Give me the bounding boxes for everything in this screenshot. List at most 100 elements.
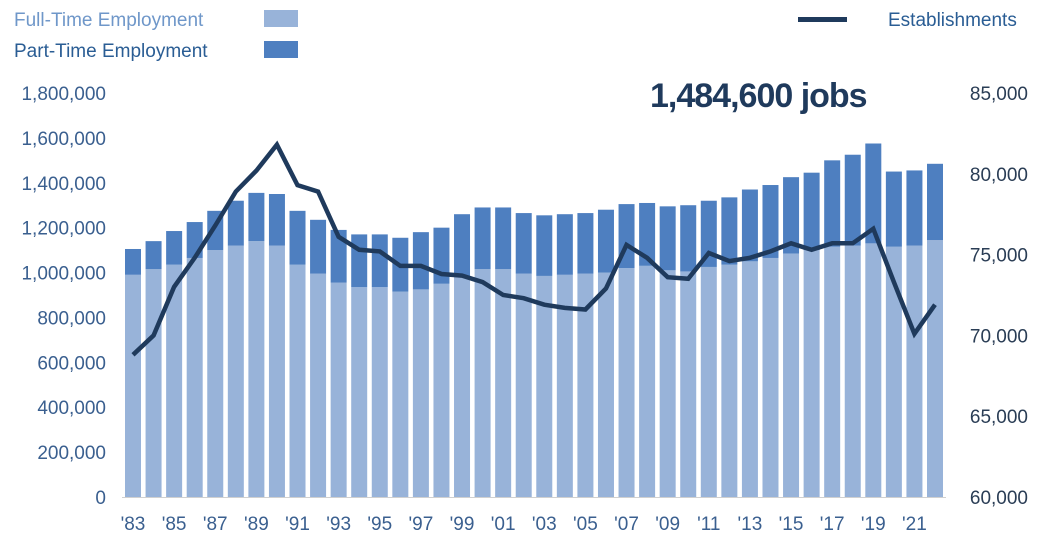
x-axis-tick-label: '89 bbox=[244, 514, 269, 535]
part-time-bar bbox=[454, 214, 471, 276]
part-time-bar bbox=[577, 213, 594, 274]
part-time-bar bbox=[659, 206, 676, 271]
full-time-bar bbox=[885, 246, 902, 497]
right-axis-tick-label: 80,000 bbox=[970, 165, 1028, 186]
full-time-bar bbox=[310, 273, 327, 497]
part-time-bar bbox=[906, 170, 923, 246]
full-time-bar bbox=[597, 272, 614, 497]
part-time-bar bbox=[310, 219, 327, 274]
full-time-bar bbox=[783, 253, 800, 497]
part-time-bar bbox=[289, 210, 306, 265]
part-time-bar bbox=[762, 185, 779, 258]
part-time-bar bbox=[412, 232, 429, 290]
full-time-bar bbox=[556, 274, 573, 497]
x-axis-tick-label: '93 bbox=[326, 514, 351, 535]
full-time-bar bbox=[330, 282, 347, 497]
full-time-bar bbox=[454, 275, 471, 497]
right-axis-tick-label: 85,000 bbox=[970, 84, 1028, 105]
full-time-bar bbox=[659, 270, 676, 497]
x-axis-tick-label: '13 bbox=[738, 514, 763, 535]
full-time-bar bbox=[515, 273, 532, 497]
x-axis-tick-label: '19 bbox=[861, 514, 886, 535]
part-time-bar bbox=[371, 234, 388, 288]
x-axis-tick-label: '17 bbox=[820, 514, 845, 535]
part-time-bar bbox=[783, 177, 800, 254]
part-time-bar bbox=[536, 215, 553, 276]
full-time-bar bbox=[741, 261, 758, 497]
full-time-bar bbox=[844, 245, 861, 497]
full-time-bar bbox=[186, 257, 203, 497]
x-axis-tick-label: '99 bbox=[450, 514, 475, 535]
part-time-bar bbox=[330, 229, 347, 283]
full-time-bar bbox=[392, 291, 409, 497]
x-axis-tick-label: '21 bbox=[902, 514, 927, 535]
full-time-bar bbox=[268, 245, 285, 497]
legend-part-time-swatch bbox=[264, 41, 298, 58]
x-axis-tick-label: '01 bbox=[491, 514, 516, 535]
legend-establishments-label: Establishments bbox=[888, 10, 1017, 31]
part-time-bar bbox=[865, 143, 882, 244]
full-time-bar bbox=[495, 269, 512, 497]
full-time-bar bbox=[803, 250, 820, 497]
part-time-bar bbox=[515, 213, 532, 274]
part-time-bar bbox=[721, 197, 738, 265]
right-axis-tick-label: 60,000 bbox=[970, 488, 1028, 509]
part-time-bar bbox=[741, 189, 758, 262]
left-axis-tick-label: 400,000 bbox=[37, 398, 106, 419]
full-time-bar bbox=[577, 273, 594, 497]
part-time-bar bbox=[680, 205, 697, 272]
full-time-bar bbox=[762, 257, 779, 497]
full-time-bar bbox=[125, 274, 141, 497]
part-time-bar bbox=[433, 227, 450, 284]
left-axis-tick-label: 800,000 bbox=[37, 308, 106, 329]
full-time-bar bbox=[166, 264, 183, 497]
legend-part-time-label: Part-Time Employment bbox=[14, 41, 208, 62]
full-time-bar bbox=[721, 264, 738, 497]
legend-establishments-swatch bbox=[798, 17, 847, 22]
x-axis-tick-label: '11 bbox=[697, 514, 720, 535]
establishments-line-layer bbox=[131, 140, 937, 357]
full-time-bar bbox=[289, 264, 306, 497]
full-time-bar bbox=[927, 240, 943, 497]
full-time-bar bbox=[865, 243, 882, 497]
x-axis-tick-label: '97 bbox=[409, 514, 434, 535]
left-axis-tick-label: 1,000,000 bbox=[21, 264, 106, 285]
x-axis-tick-label: '91 bbox=[285, 514, 310, 535]
part-time-bar bbox=[803, 172, 820, 251]
full-time-bar bbox=[474, 269, 491, 497]
part-time-bar bbox=[885, 171, 902, 247]
part-time-bar bbox=[268, 194, 285, 246]
left-axis-tick-label: 1,800,000 bbox=[21, 84, 106, 105]
full-time-bar bbox=[906, 245, 923, 497]
part-time-bar bbox=[556, 214, 573, 275]
part-time-bar bbox=[700, 200, 717, 267]
full-time-bar bbox=[207, 250, 224, 497]
part-time-bar bbox=[145, 241, 162, 270]
full-time-bar bbox=[824, 246, 841, 497]
full-time-bar bbox=[351, 287, 368, 497]
right-axis-tick-label: 65,000 bbox=[970, 407, 1028, 428]
part-time-bar bbox=[495, 207, 512, 270]
full-time-bar bbox=[536, 275, 553, 497]
right-axis-tick-label: 75,000 bbox=[970, 246, 1028, 267]
full-time-bar bbox=[227, 245, 244, 497]
x-axis-tick-label: '07 bbox=[614, 514, 639, 535]
left-axis-tick-label: 1,600,000 bbox=[21, 129, 106, 150]
full-time-bar bbox=[145, 269, 162, 497]
left-axis-tick-label: 0 bbox=[95, 488, 106, 509]
x-axis-tick-label: '09 bbox=[655, 514, 680, 535]
part-time-bar bbox=[927, 163, 943, 241]
part-time-bar bbox=[474, 207, 491, 270]
x-axis-tick-label: '83 bbox=[121, 514, 146, 535]
x-axis-tick-label: '05 bbox=[573, 514, 598, 535]
right-axis-tick-label: 70,000 bbox=[970, 326, 1028, 347]
x-axis-tick-label: '87 bbox=[203, 514, 228, 535]
part-time-bar bbox=[166, 231, 183, 265]
part-time-bar bbox=[597, 209, 614, 273]
full-time-bar bbox=[700, 266, 717, 497]
legend-full-time-swatch bbox=[264, 10, 298, 27]
full-time-bar bbox=[680, 271, 697, 497]
part-time-bar bbox=[227, 200, 244, 246]
legend: Full-Time Employment Part-Time Employmen… bbox=[14, 10, 1017, 62]
